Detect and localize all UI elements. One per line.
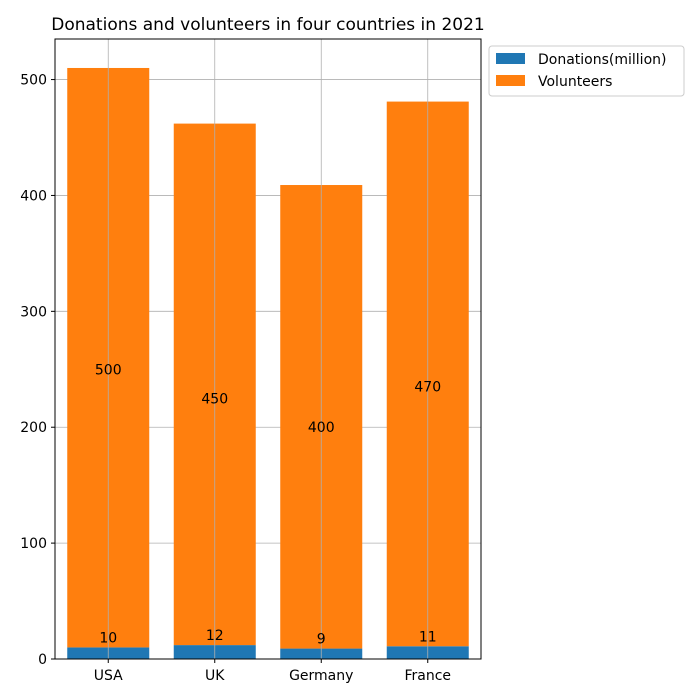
data-label-donations-uk: 12	[206, 628, 224, 644]
legend-label-donations: Donations(million)	[538, 52, 666, 68]
data-label-volunteers-usa: 500	[95, 362, 122, 378]
legend-swatch-volunteers	[496, 75, 525, 86]
x-axis: USA UK Germany France	[94, 659, 451, 684]
y-tick-label: 200	[20, 420, 47, 436]
y-tick-label: 100	[20, 536, 47, 552]
x-tick-label-france: France	[404, 668, 451, 684]
data-label-donations-germany: 9	[317, 632, 326, 648]
y-tick-label: 400	[20, 188, 47, 204]
y-axis: 0 100 200 300 400 500	[20, 73, 55, 668]
x-tick-label-usa: USA	[94, 668, 123, 684]
plot-frame	[54, 38, 482, 660]
data-label-volunteers-france: 470	[414, 380, 441, 396]
y-tick-label: 300	[20, 304, 47, 320]
x-tick-label-uk: UK	[205, 668, 225, 684]
data-label-donations-france: 11	[419, 629, 437, 645]
chart-title: Donations and volunteers in four countri…	[51, 15, 484, 35]
data-labels-group: 10 500 12 450 9 400 11 470	[95, 362, 441, 647]
data-label-volunteers-germany: 400	[308, 420, 335, 436]
legend-swatch-donations	[496, 53, 525, 64]
data-label-volunteers-uk: 450	[201, 391, 228, 407]
data-label-donations-usa: 10	[99, 630, 117, 646]
y-tick-label: 500	[20, 73, 47, 89]
legend-box	[488, 45, 685, 97]
legend: Donations(million) Volunteers	[488, 45, 685, 97]
y-tick-label: 0	[38, 652, 47, 668]
x-tick-label-germany: Germany	[289, 668, 353, 684]
bars-group	[67, 39, 469, 659]
legend-label-volunteers: Volunteers	[538, 74, 612, 90]
